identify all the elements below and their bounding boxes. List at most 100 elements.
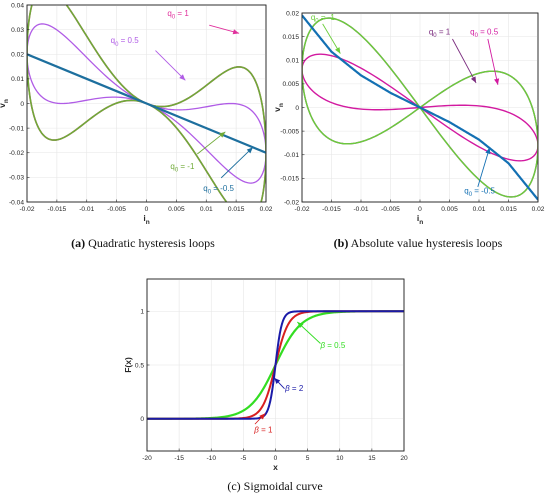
annotation-value: = 0.5: [478, 27, 499, 36]
series-line-3: [302, 14, 538, 201]
annotation-value: = 0.5: [118, 36, 139, 45]
panel-b-absolute-value-hysteresis: -0.02 -0.015 -0.01 -0.005 0 0.005 0.01 0.015 0.0…: [272, 10, 545, 250]
x-tick-label: -0.01: [353, 206, 368, 213]
x-tick-label: 0.02: [532, 206, 545, 213]
annotation-symbol: q: [429, 27, 433, 36]
annotation-label: q0 = -0.5: [203, 184, 234, 196]
x-axis-label-sub: n: [146, 219, 150, 226]
y-tick-label: 0.5: [135, 362, 144, 369]
annotation-arrow-head: [179, 74, 186, 81]
x-axis-label: x: [273, 462, 278, 472]
annotation-subscript: 0: [469, 192, 473, 198]
x-tick-label: -0.02: [19, 206, 34, 213]
annotation-value: = -1: [319, 13, 336, 22]
y-tick-label: -0.02: [284, 199, 299, 206]
annotation-arrow-head: [297, 322, 304, 328]
panel-caption: (a) Quadratic hysteresis loops: [71, 236, 215, 250]
x-tick-label: 5: [306, 455, 310, 462]
y-tick-label: 0.02: [286, 10, 299, 17]
x-tick-label: -20: [142, 455, 152, 462]
annotation-label: q0 = 1: [167, 9, 189, 21]
annotation-arrow-line: [220, 147, 254, 179]
x-tick-label: 0: [274, 455, 278, 462]
y-axis-label-main: v: [272, 107, 282, 112]
annotation-subscript: 0: [475, 33, 479, 39]
series-line-3: [27, 53, 266, 154]
series-group: [27, 5, 266, 202]
annotation-symbol: β: [253, 426, 259, 435]
y-axis-label: vn: [272, 103, 285, 112]
x-tick-label: 0.01: [473, 206, 486, 213]
annotation-subscript: 0: [208, 190, 212, 196]
caption-label: (b): [334, 236, 349, 250]
x-tick-label: 0.02: [260, 206, 273, 213]
x-axis-label-main: i: [417, 213, 419, 223]
annotation-label: q0 = 0.5: [111, 36, 140, 48]
x-tick-label: -15: [174, 455, 184, 462]
annotation-subscript: 0: [172, 15, 176, 21]
annotation-label: q0 = -0.5: [464, 186, 495, 198]
x-tick-label: -5: [240, 455, 246, 462]
caption-text: Absolute value hysteresis loops: [348, 236, 502, 250]
x-tick-label: 0.015: [500, 206, 517, 213]
annotation-arrow-head: [274, 377, 281, 385]
annotation-value: = 0.5: [325, 341, 346, 350]
annotation-subscript: 0: [433, 33, 437, 39]
x-tick-label: 0.01: [200, 206, 213, 213]
annotation-symbol: q: [311, 13, 315, 22]
x-tick-label: 0.015: [228, 206, 245, 213]
annotation-value: = 1: [175, 9, 189, 18]
y-tick-label: 0.03: [11, 27, 24, 34]
annotation-subscript: 0: [175, 167, 179, 173]
x-axis-label: in: [417, 213, 423, 226]
y-tick-label: -0.03: [9, 175, 24, 182]
annotation-arrow-head: [232, 29, 240, 35]
y-tick-label: -0.02: [9, 150, 24, 157]
y-tick-label: 0.04: [11, 2, 24, 9]
annotation-arrow-head: [246, 147, 253, 154]
annotation-arrow-head: [470, 76, 477, 83]
x-tick-label: -0.015: [322, 206, 341, 213]
x-tick-label: -0.01: [79, 206, 94, 213]
annotation-subscript: 0: [315, 19, 319, 25]
annotation-label: q0 = -1: [170, 162, 195, 174]
caption-text: (c) Sigmoidal curve: [227, 479, 322, 493]
y-axis-label-sub: n: [3, 99, 10, 103]
annotation-value: = -0.5: [211, 184, 234, 193]
x-tick-label: -0.015: [48, 206, 67, 213]
y-axis-label: vn: [0, 99, 10, 108]
y-tick-label: -0.015: [280, 176, 299, 183]
y-tick-label: 0: [295, 105, 299, 112]
series-group: [302, 14, 538, 201]
annotation-arrow-line: [452, 38, 477, 84]
annotation-symbol: q: [170, 162, 174, 171]
annotation-arrow-head: [219, 131, 226, 138]
y-tick-label: 0.005: [282, 81, 299, 88]
annotation-value: = 1: [259, 426, 273, 435]
annotation-subscript: 0: [115, 42, 119, 48]
caption-label: (a): [71, 236, 85, 250]
x-axis-label-main: i: [143, 213, 145, 223]
series-line-2: [147, 310, 404, 420]
annotation-label: β = 0.5: [319, 341, 345, 350]
annotation-label: β = 1: [253, 426, 273, 435]
annotation-label: q0 = 1: [429, 27, 451, 39]
annotation-arrow-head: [259, 413, 266, 420]
x-tick-label: -0.005: [107, 206, 126, 213]
x-tick-label: 0.005: [441, 206, 458, 213]
annotation-symbol: β: [319, 341, 325, 350]
annotation-arrow-head: [494, 78, 500, 85]
x-axis-label: in: [143, 213, 149, 226]
y-tick-label: 0: [140, 416, 144, 423]
x-tick-label: 15: [368, 455, 376, 462]
annotation-arrow-head: [485, 147, 491, 155]
series-group: [147, 310, 404, 420]
annotation-value: = -1: [178, 162, 195, 171]
panel-caption: (c) Sigmoidal curve: [227, 479, 322, 493]
annotation-arrow-head: [335, 47, 341, 54]
annotation-symbol: q: [464, 186, 468, 195]
y-tick-label: 0.01: [286, 58, 299, 65]
y-tick-label: -0.01: [284, 152, 299, 159]
annotation-value: = -0.5: [472, 186, 495, 195]
